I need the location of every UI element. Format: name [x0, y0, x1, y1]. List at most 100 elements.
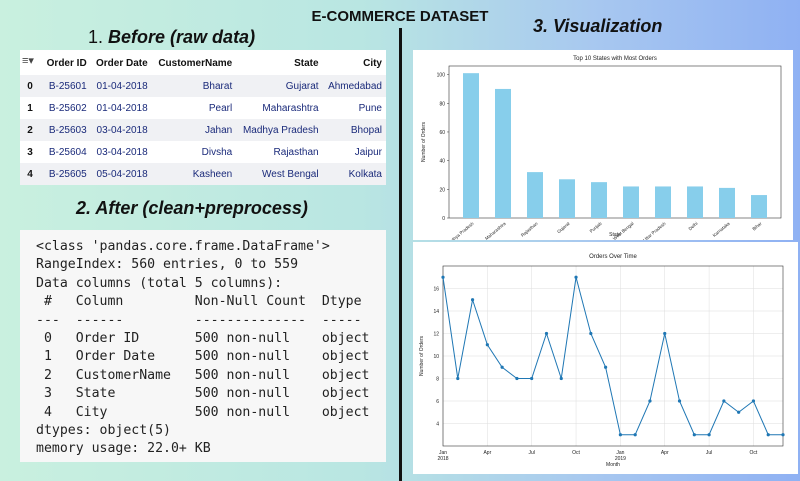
x-tick-label: Delhi [688, 221, 699, 231]
table-cell: Rajasthan [273, 146, 319, 158]
info-line: 3 State 500 non-null object [36, 386, 370, 402]
section-3-heading: 3. Visualization [533, 16, 663, 36]
y-tick-label: 60 [439, 130, 445, 136]
x-tick-label: Bihar [751, 221, 763, 232]
y-axis-label: Number of Orders [419, 335, 425, 376]
section-2-heading: 2. After (clean+preprocess) [76, 198, 308, 218]
y-tick-label: 100 [437, 73, 446, 79]
data-point [648, 399, 652, 403]
row-index: 4 [20, 163, 42, 185]
table-cell: Maharashtra [262, 102, 319, 114]
info-line: --- ------ -------------- ----- [36, 312, 370, 328]
info-line: Data columns (total 5 columns): [36, 275, 283, 291]
filter-icon[interactable]: ≡▾ [22, 55, 34, 67]
raw-data-table-panel: ≡▾ Order ID Order Date CustomerName State Ci… [20, 50, 386, 185]
y-tick-label: 20 [439, 187, 445, 193]
y-tick-label: 16 [433, 287, 439, 293]
plot-frame [442, 265, 784, 447]
info-line: RangeIndex: 560 entries, 0 to 559 [36, 257, 299, 273]
table-cell: B-25603 [42, 119, 91, 141]
table-cell: B-25604 [48, 146, 87, 158]
data-point [500, 365, 504, 369]
info-line: 2 CustomerName 500 non-null object [36, 367, 370, 383]
table-cell: 01-04-2018 [96, 102, 148, 114]
info-line: # Column Non-Null Count Dtype [36, 294, 370, 310]
line-chart-panel: Orders Over Time 4 6 8 10 12 14 16 Jan 2018 Apr Jul… [413, 242, 798, 474]
y-tick-label: 12 [433, 332, 439, 338]
table-cell: Pearl [208, 102, 233, 114]
table-cell: Jaipur [354, 146, 382, 158]
x-tick-label: Apr [661, 450, 669, 456]
table-cell: West Bengal [236, 163, 323, 185]
table-row: 1 B-25602 01-04-2018 Pearl Maharashtra Pune [20, 97, 386, 119]
bar-chart-panel: Top 10 States with Most Orders 0 20 40 60 80 1… [413, 50, 793, 247]
row-index: 2 [20, 119, 42, 141]
x-axis-label: State [609, 232, 621, 238]
bar [687, 186, 703, 218]
data-point [604, 365, 608, 369]
series-line [442, 277, 783, 436]
x-tick-label: Jul [706, 450, 712, 456]
data-point [618, 433, 622, 437]
data-point [485, 343, 489, 347]
y-axis-label: Number of Orders [421, 121, 427, 162]
x-tick-sublabel: 2019 [615, 456, 626, 462]
section-1-label: Before (raw data) [108, 27, 256, 47]
data-point [559, 376, 563, 381]
x-tick-sublabel: 2018 [437, 456, 448, 462]
bar [559, 179, 575, 218]
data-point [633, 433, 637, 437]
section-1-heading: 1. Before (raw data) [88, 27, 255, 48]
table-cell: B-25602 [48, 102, 87, 114]
raw-data-table: Order ID Order Date CustomerName State City … [20, 50, 386, 185]
info-line: 4 City 500 non-null object [36, 404, 370, 420]
data-point [766, 433, 770, 437]
data-point [441, 275, 445, 279]
table-cell: 01-04-2018 [90, 75, 152, 97]
table-cell: Ahmedabad [322, 75, 386, 97]
table-cell: Kasheen [151, 163, 237, 185]
column-header: City [363, 58, 382, 69]
column-header: Order ID [46, 58, 87, 69]
bar [719, 187, 735, 218]
table-cell: Gujarat [236, 75, 323, 97]
y-tick-label: 14 [433, 309, 439, 315]
y-tick-label: 10 [433, 354, 439, 360]
row-index: 1 [27, 102, 33, 114]
x-axis-label: Month [606, 462, 620, 468]
bar [463, 73, 479, 218]
section-1-number: 1. [88, 27, 104, 47]
dataframe-info-output: <class 'pandas.core.frame.DataFrame'> Ran… [20, 230, 386, 462]
table-row: 0 B-25601 01-04-2018 Bharat Gujarat Ahmedabad [20, 75, 386, 97]
data-point [515, 376, 519, 381]
bar [591, 182, 607, 218]
x-tick-label: Gujarat [556, 220, 571, 234]
table-cell: Divsha [201, 146, 233, 158]
table-cell: Pune [358, 102, 382, 114]
vertical-divider [399, 28, 402, 481]
info-line: 1 Order Date 500 non-null object [36, 349, 370, 365]
x-tick-label: Jul [528, 450, 534, 456]
table-cell: 03-04-2018 [90, 119, 152, 141]
data-point [737, 410, 741, 414]
x-tick-label: Maharashtra [484, 221, 507, 240]
table-header-row: Order ID Order Date CustomerName State City [20, 50, 386, 75]
data-point [677, 399, 682, 403]
x-tick-label: Oct [572, 450, 580, 456]
table-cell: Jahan [151, 119, 237, 141]
table-cell: Madhya Pradesh [236, 119, 323, 141]
y-tick-label: 80 [439, 101, 445, 107]
bar-chart: Top 10 States with Most Orders 0 20 40 60 80 1… [421, 56, 782, 247]
data-point [663, 331, 667, 336]
data-point [530, 376, 534, 381]
data-point [722, 399, 726, 403]
x-tick-label: Karnataka [712, 221, 731, 238]
table-cell: Bhopal [322, 119, 386, 141]
info-line: dtypes: object(5) [36, 423, 171, 439]
table-cell: 05-04-2018 [90, 163, 152, 185]
y-tick-label: 4 [436, 422, 439, 428]
x-tick-label: Oct [750, 450, 758, 456]
x-tick-label: Jan [616, 450, 624, 456]
y-tick-label: 0 [442, 216, 445, 222]
